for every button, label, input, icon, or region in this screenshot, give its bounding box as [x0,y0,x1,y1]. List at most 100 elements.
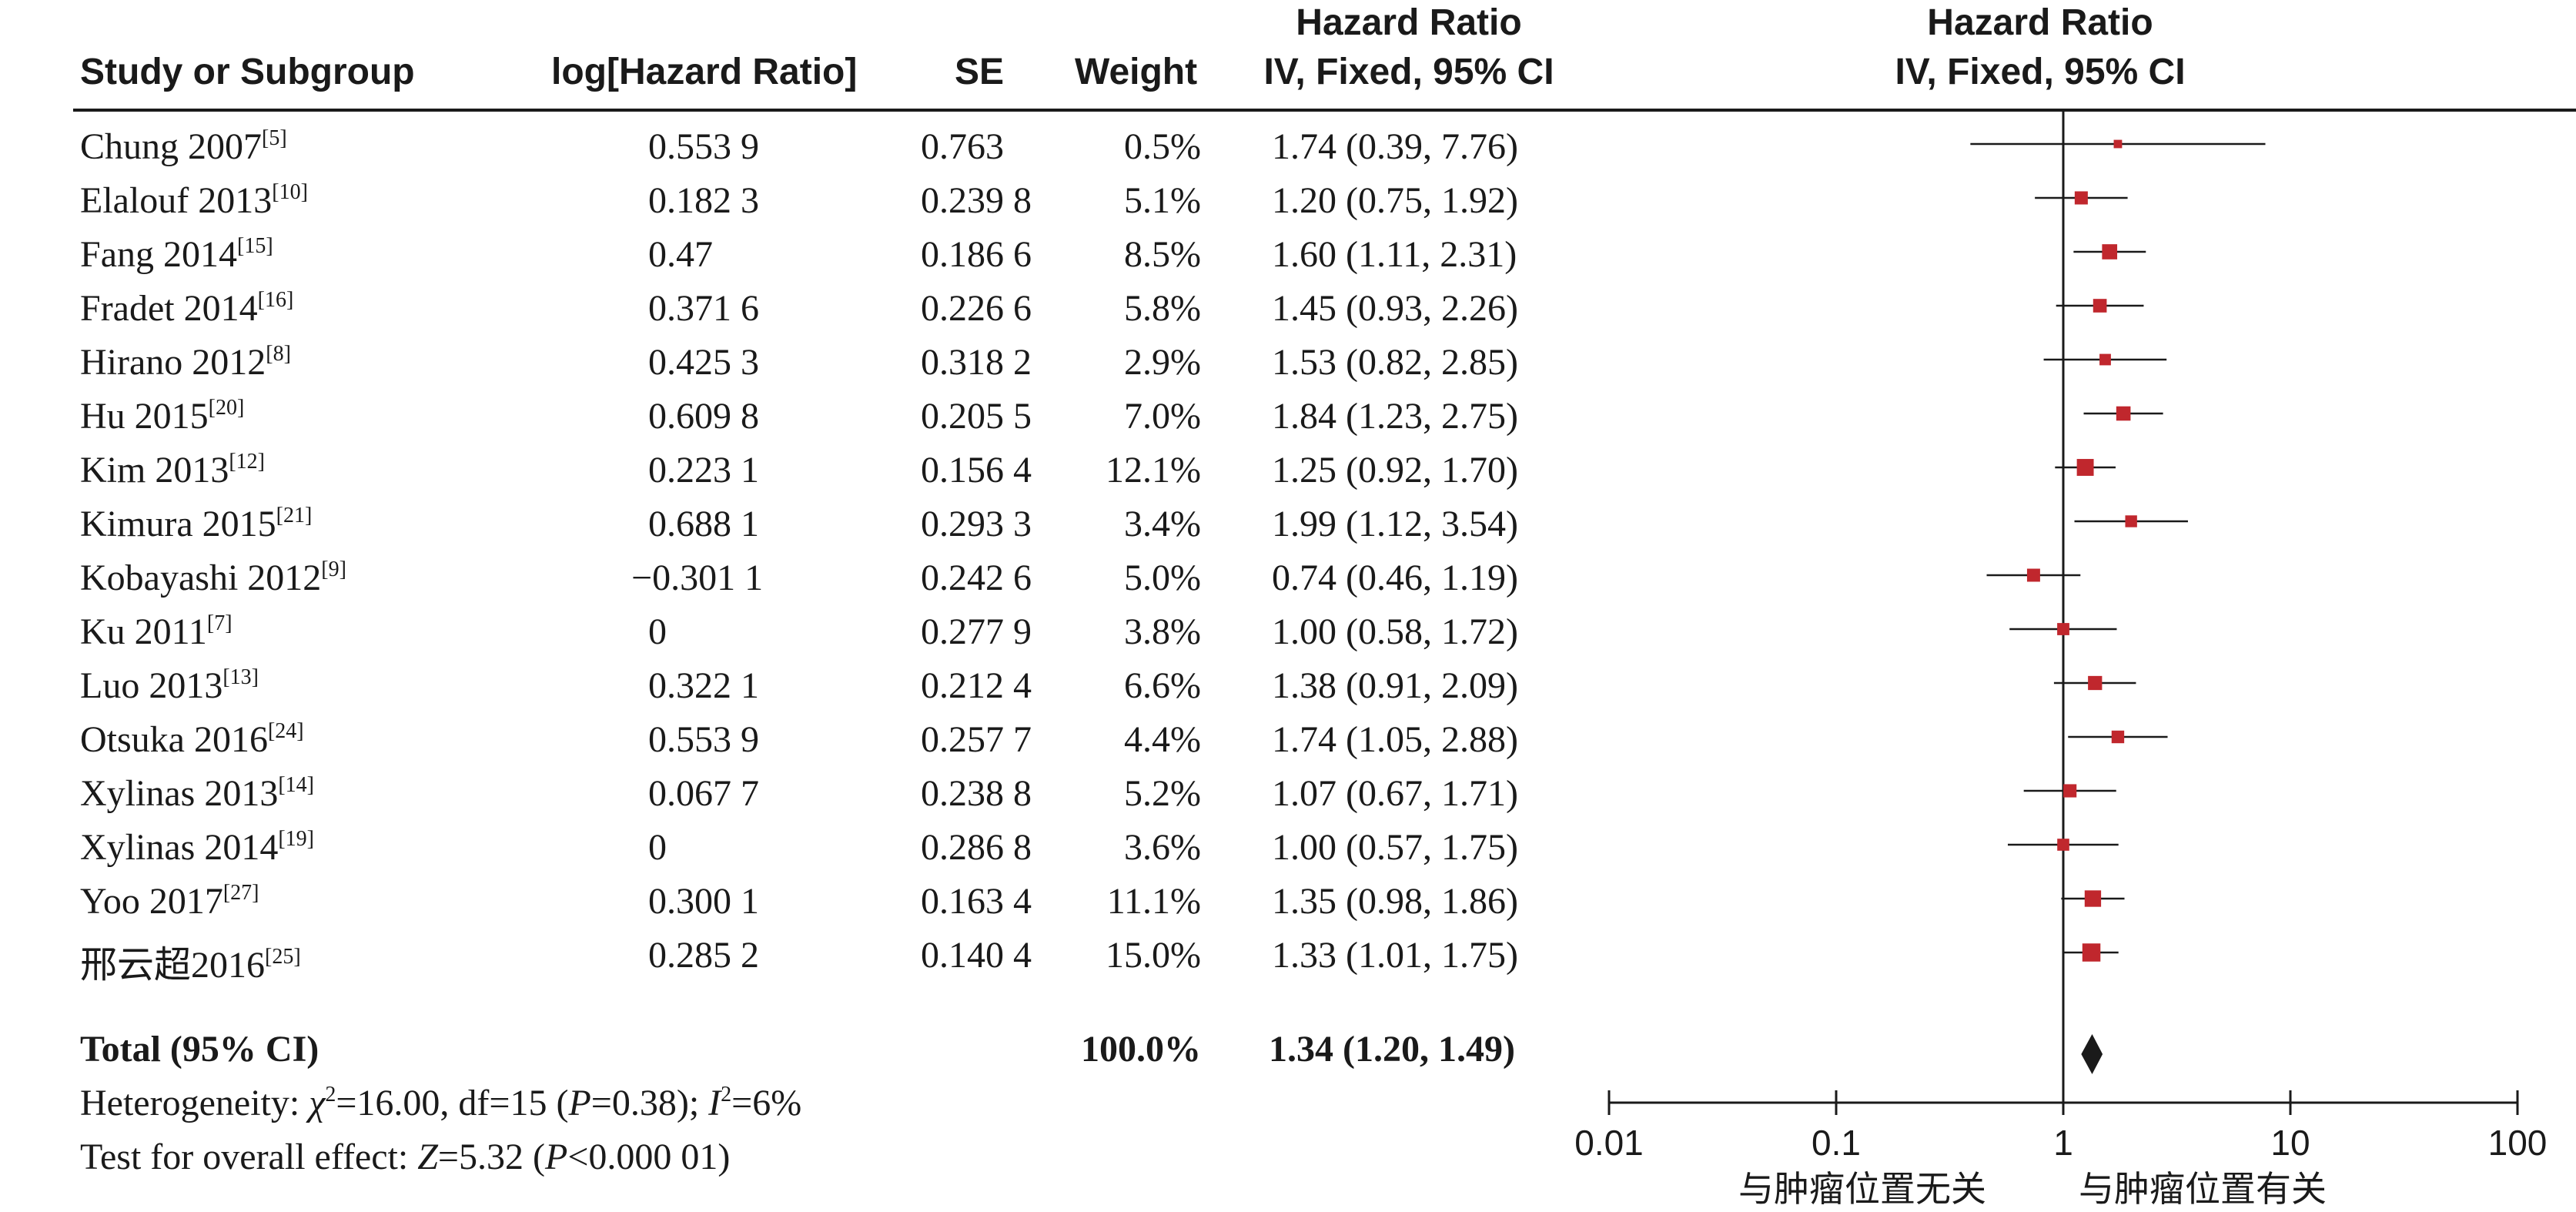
study-label: Fang 2014 [80,234,237,275]
weight-value: 0.5% [1124,126,1201,167]
hr-ci-value: 1.25 (0.92, 1.70) [1272,450,1518,490]
study-reference: [15] [237,234,273,258]
total-hr-ci: 1.34 (1.20, 1.49) [1269,1029,1515,1070]
se-value: 0.242 6 [921,557,1032,598]
se-value: 0.156 4 [921,450,1032,490]
study-reference: [19] [278,827,314,851]
study-name: Otsuka 2016[24] [80,718,304,761]
x-tick-label: 1 [2053,1123,2073,1163]
hr-ci-value: 1.45 (0.93, 2.26) [1272,288,1518,329]
header-plot-top: Hazard Ratio [1927,2,2153,43]
study-name: Xylinas 2014[19] [80,826,314,869]
heterogeneity-text: Heterogeneity: χ2=16.00, df=15 (P=0.38);… [80,1083,802,1123]
log-hr-value: 0.371 6 [648,288,759,329]
hr-ci-value: 1.60 (1.11, 2.31) [1272,234,1517,275]
study-marker [2074,191,2088,205]
weight-value: 5.0% [1124,557,1201,598]
study-label: 邢云超2016 [80,945,266,986]
x-tick-label: 0.1 [1812,1123,1861,1163]
se-value: 0.239 8 [921,180,1032,221]
study-name: Yoo 2017[27] [80,880,259,922]
log-hr-value: 0 [648,827,667,868]
study-label: Kim 2013 [80,450,229,490]
study-label: Hirano 2012 [80,342,266,383]
overall-effect-text: Test for overall effect: Z=5.32 (P<0.000… [80,1137,731,1177]
study-label: Xylinas 2014 [80,827,279,868]
log-hr-value: −0.301 1 [631,557,764,598]
weight-value: 2.9% [1124,342,1201,383]
se-value: 0.205 5 [921,396,1032,437]
log-hr-value: 0.553 9 [648,719,759,760]
study-name: Elalouf 2013[10] [80,179,308,222]
log-hr-value: 0.285 2 [648,935,759,976]
log-hr-value: 0.322 1 [648,665,759,706]
se-value: 0.286 8 [921,827,1032,868]
study-label: Chung 2007 [80,126,263,167]
weight-value: 15.0% [1106,935,1201,976]
log-hr-value: 0.067 7 [648,773,759,814]
study-reference: [20] [208,396,245,420]
study-marker [2076,459,2094,476]
log-hr-value: 0.300 1 [648,881,759,922]
header-hr-bottom: IV, Fixed, 95% CI [1263,52,1554,92]
study-reference: [9] [321,557,346,581]
study-label: Yoo 2017 [80,881,223,922]
hr-ci-value: 1.33 (1.01, 1.75) [1272,935,1518,976]
study-marker [2057,839,2069,851]
study-label: Xylinas 2013 [80,773,279,814]
study-reference: [14] [278,773,314,797]
study-marker [2111,730,2125,744]
weight-value: 8.5% [1124,234,1201,275]
hr-ci-value: 1.20 (0.75, 1.92) [1272,180,1518,221]
study-reference: [27] [222,881,259,905]
axis-label-left: 与肿瘤位置无关 [1738,1168,1986,1210]
x-tick-label: 10 [2270,1123,2310,1163]
study-reference: [24] [267,719,304,743]
weight-value: 5.1% [1124,180,1201,221]
hr-ci-value: 1.00 (0.57, 1.75) [1272,827,1518,868]
study-name: Xylinas 2013[14] [80,772,314,815]
study-reference: [13] [222,665,259,689]
se-value: 0.238 8 [921,773,1032,814]
log-hr-value: 0.47 [648,234,713,275]
pooled-diamond [2081,1034,2103,1074]
hr-ci-value: 1.74 (1.05, 2.88) [1272,719,1518,760]
study-label: Ku 2011 [80,611,207,652]
study-label: Hu 2015 [80,396,209,437]
se-value: 0.140 4 [921,935,1032,976]
study-name: Ku 2011[7] [80,611,233,653]
x-tick-label: 100 [2488,1123,2548,1163]
total-weight: 100.0% [1081,1029,1201,1070]
log-hr-value: 0.688 1 [648,504,759,544]
header-hr-top: Hazard Ratio [1296,2,1522,43]
weight-value: 3.4% [1124,504,1201,544]
study-reference: [25] [265,945,301,969]
study-marker [2102,244,2118,259]
hr-ci-value: 1.38 (0.91, 2.09) [1272,665,1518,706]
study-name: Fang 2014[15] [80,233,273,276]
hr-ci-value: 1.99 (1.12, 3.54) [1272,504,1518,544]
study-label: Fradet 2014 [80,288,258,329]
study-name: Luo 2013[13] [80,665,259,707]
study-label: Kobayashi 2012 [80,557,322,598]
study-marker [2093,299,2107,313]
header-study: Study or Subgroup [80,52,415,92]
header-log-hr: log[Hazard Ratio] [551,52,858,92]
study-label: Kimura 2015 [80,504,276,544]
study-marker [2113,139,2123,149]
se-value: 0.186 6 [921,234,1032,275]
axis-label-right: 与肿瘤位置有关 [2079,1168,2327,1210]
hr-ci-value: 1.74 (0.39, 7.76) [1272,126,1518,167]
se-value: 0.226 6 [921,288,1032,329]
hr-ci-value: 1.53 (0.82, 2.85) [1272,342,1518,383]
weight-value: 5.8% [1124,288,1201,329]
study-marker [2099,353,2111,366]
study-reference: [12] [229,450,265,474]
se-value: 0.763 [921,126,1004,167]
header-se: SE [955,52,1005,92]
study-marker [2026,568,2040,582]
study-reference: [10] [272,180,308,204]
x-tick-label: 0.01 [1574,1123,1644,1163]
study-marker [2057,623,2069,635]
